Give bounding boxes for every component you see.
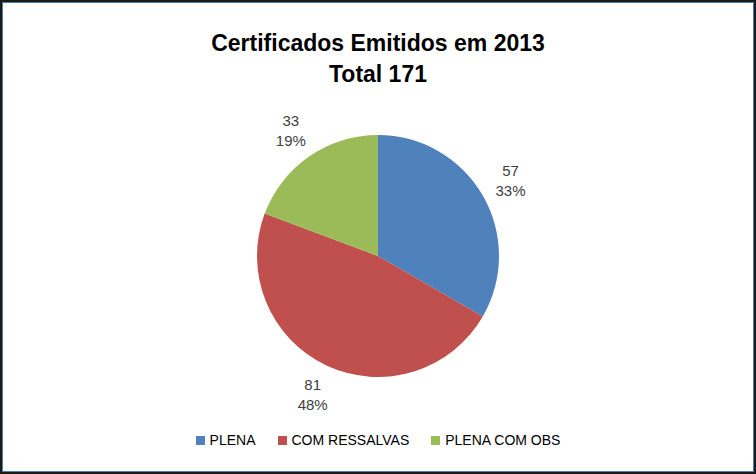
svg-text:8148%: 8148% xyxy=(298,376,328,413)
svg-text:5733%: 5733% xyxy=(495,162,525,199)
svg-text:3319%: 3319% xyxy=(276,112,306,149)
html-text:Certificados Emitidos em 2013: Certificados Emitidos em 2013 xyxy=(211,30,545,56)
html-text:PLENA COM OBS: PLENA COM OBS xyxy=(445,432,561,448)
html-text:COM RESSALVAS: COM RESSALVAS xyxy=(291,432,410,448)
html-text:PLENA: PLENA xyxy=(209,432,256,448)
html-text:Total 171: Total 171 xyxy=(329,61,427,87)
